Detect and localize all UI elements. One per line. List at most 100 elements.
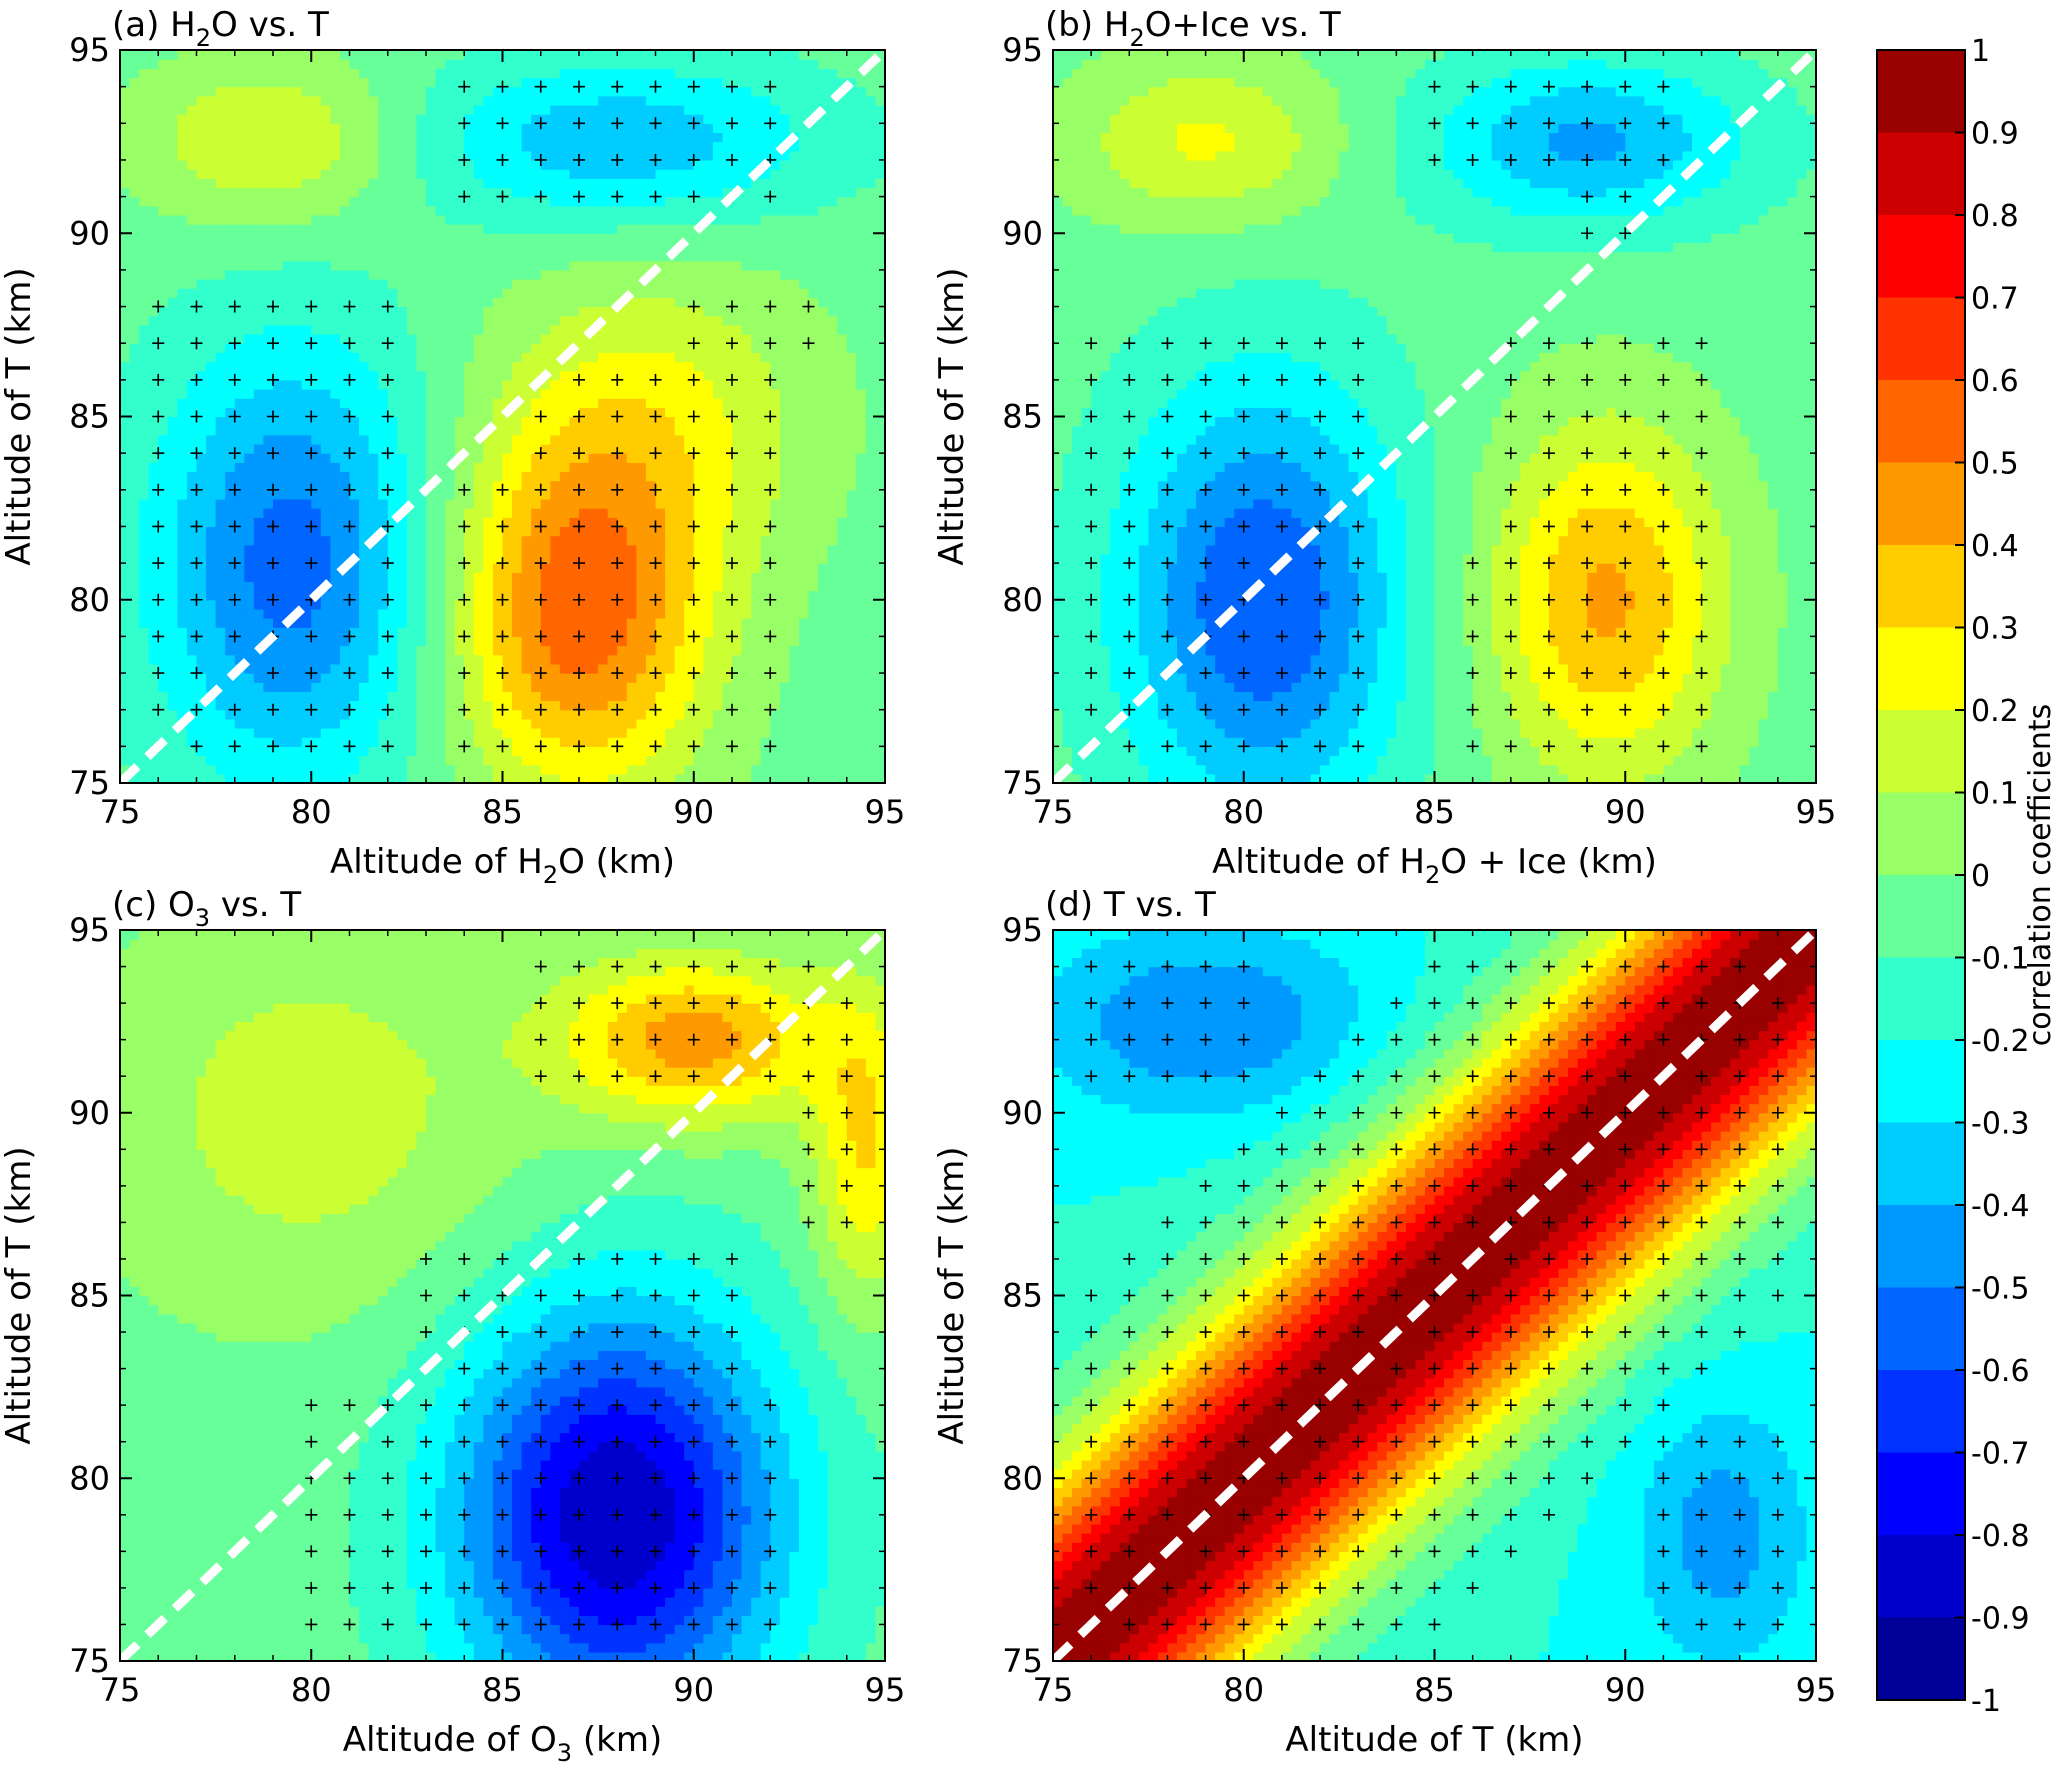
heatmap-cell (263, 508, 273, 518)
heatmap-cell (656, 526, 666, 536)
heatmap-cell (656, 545, 666, 555)
heatmap-cell (455, 517, 465, 527)
heatmap-cell (263, 563, 273, 573)
heatmap-cell (636, 609, 646, 619)
heatmap-cell (120, 160, 130, 170)
heatmap-cell (158, 636, 168, 646)
heatmap-cell (340, 206, 350, 216)
heatmap-cell (483, 233, 493, 243)
heatmap-cell (684, 572, 694, 582)
heatmap-cell (177, 371, 187, 381)
heatmap-cell (397, 316, 407, 326)
heatmap-cell (522, 178, 532, 188)
heatmap-cell (197, 123, 207, 133)
heatmap-cell (187, 756, 197, 766)
heatmap-cell (579, 160, 589, 170)
heatmap-cell (130, 490, 140, 500)
heatmap-cell (177, 563, 187, 573)
heatmap-cell (531, 618, 541, 628)
heatmap-cell (560, 325, 570, 335)
heatmap-cell (216, 636, 226, 646)
heatmap-cell (283, 197, 293, 207)
heatmap-cell (330, 746, 340, 756)
heatmap-cell (158, 701, 168, 711)
heatmap-cell (263, 471, 273, 481)
heatmap-cell (493, 526, 503, 536)
heatmap-cell (560, 123, 570, 133)
heatmap-cell (531, 123, 541, 133)
heatmap-cell (713, 737, 723, 747)
heatmap-cell (579, 197, 589, 207)
heatmap-cell (569, 206, 579, 216)
heatmap-cell (426, 288, 436, 298)
heatmap-cell (158, 215, 168, 225)
heatmap-cell (464, 600, 474, 610)
heatmap-cell (550, 536, 560, 546)
heatmap-cell (636, 215, 646, 225)
heatmap-cell (139, 719, 149, 729)
heatmap-cell (206, 435, 216, 445)
heatmap-cell (503, 710, 513, 720)
heatmap-cell (350, 77, 360, 87)
heatmap-cell (589, 224, 599, 234)
heatmap-cell (369, 655, 379, 665)
heatmap-cell (512, 380, 522, 390)
heatmap-cell (283, 627, 293, 637)
heatmap-cell (531, 169, 541, 179)
heatmap-cell (283, 87, 293, 97)
heatmap-cell (235, 526, 245, 536)
heatmap-cell (158, 471, 168, 481)
heatmap-cell (665, 646, 675, 656)
heatmap-cell (359, 691, 369, 701)
heatmap-cell (216, 270, 226, 280)
heatmap-cell (569, 105, 579, 115)
heatmap-cell (311, 325, 321, 335)
heatmap-cell (330, 288, 340, 298)
heatmap-cell (168, 242, 178, 252)
heatmap-cell (292, 261, 302, 271)
heatmap-cell (302, 334, 312, 344)
heatmap-cell (665, 362, 675, 372)
heatmap-cell (550, 462, 560, 472)
heatmap-cell (388, 728, 398, 738)
heatmap-cell (589, 691, 599, 701)
heatmap-cell (531, 481, 541, 491)
heatmap-cell (579, 728, 589, 738)
heatmap-cell (483, 398, 493, 408)
heatmap-cell (302, 297, 312, 307)
heatmap-cell (273, 682, 283, 692)
heatmap-cell (493, 307, 503, 317)
heatmap-cell (675, 618, 685, 628)
heatmap-cell (149, 343, 159, 353)
heatmap-cell (197, 371, 207, 381)
heatmap-cell (244, 646, 254, 656)
heatmap-cell (206, 398, 216, 408)
heatmap-cell (684, 728, 694, 738)
heatmap-cell (550, 618, 560, 628)
heatmap-cell (235, 77, 245, 87)
heatmap-cell (244, 719, 254, 729)
heatmap-cell (350, 224, 360, 234)
heatmap-cell (589, 572, 599, 582)
heatmap-cell (149, 50, 159, 60)
heatmap-cell (120, 701, 130, 711)
heatmap-cell (646, 545, 656, 555)
heatmap-cell (589, 646, 599, 656)
heatmap-cell (397, 655, 407, 665)
heatmap-cell (283, 462, 293, 472)
heatmap-cell (254, 737, 264, 747)
heatmap-cell (694, 563, 704, 573)
heatmap-cell (416, 563, 426, 573)
heatmap-cell (503, 77, 513, 87)
heatmap-cell (512, 737, 522, 747)
heatmap-cell (589, 417, 599, 427)
heatmap-cell (684, 471, 694, 481)
heatmap-cell (388, 554, 398, 564)
heatmap-cell (436, 132, 446, 142)
heatmap-cell (569, 554, 579, 564)
heatmap-cell (617, 517, 627, 527)
heatmap-cell (168, 646, 178, 656)
heatmap-cell (684, 160, 694, 170)
heatmap-cell (120, 609, 130, 619)
heatmap-cell (350, 673, 360, 683)
